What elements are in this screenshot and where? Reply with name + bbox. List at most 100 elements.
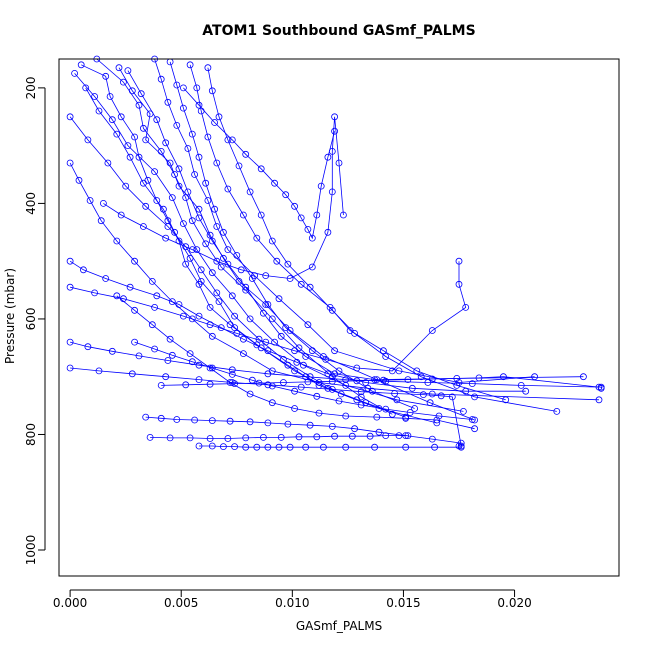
- data-point: [188, 315, 196, 323]
- data-point: [153, 292, 161, 300]
- data-point: [166, 434, 174, 442]
- data-point: [142, 413, 150, 421]
- profile-series: [157, 373, 603, 391]
- data-point: [364, 384, 372, 392]
- data-point: [224, 185, 232, 193]
- data-point: [357, 393, 365, 401]
- data-point: [139, 179, 147, 187]
- series-line: [103, 116, 344, 279]
- data-point: [331, 370, 339, 378]
- data-point: [168, 298, 176, 306]
- data-point: [291, 405, 299, 412]
- data-point: [417, 373, 425, 381]
- data-point: [328, 385, 336, 393]
- data-point: [197, 277, 205, 285]
- data-point: [291, 347, 299, 355]
- data-point: [313, 433, 321, 441]
- data-point: [202, 240, 210, 248]
- data-point: [419, 391, 427, 399]
- data-point: [351, 329, 359, 337]
- profile-series: [82, 84, 410, 421]
- data-point: [457, 443, 465, 451]
- x-tick-label: 0.005: [164, 596, 198, 610]
- data-point: [237, 266, 245, 274]
- data-point: [157, 381, 165, 389]
- data-point: [102, 72, 110, 80]
- series-line: [69, 341, 602, 389]
- data-point: [291, 367, 299, 375]
- data-point: [213, 159, 221, 167]
- data-point: [402, 443, 410, 451]
- data-point: [162, 139, 170, 147]
- data-point: [231, 324, 239, 332]
- y-tick-label: 200: [24, 76, 38, 99]
- data-point: [204, 197, 212, 204]
- data-point: [248, 275, 256, 282]
- data-point: [277, 433, 285, 441]
- data-point: [286, 275, 294, 282]
- data-point: [264, 419, 272, 427]
- x-tick-label: 0.010: [275, 596, 309, 610]
- data-point: [195, 442, 203, 450]
- data-point: [437, 392, 445, 400]
- data-point: [204, 64, 212, 72]
- data-layer: [66, 55, 605, 451]
- data-point: [268, 399, 276, 407]
- series-line: [69, 116, 437, 424]
- data-point: [335, 159, 343, 167]
- data-point: [151, 303, 159, 311]
- data-point: [595, 383, 603, 391]
- data-point: [135, 352, 143, 360]
- data-point: [91, 93, 98, 100]
- data-point: [404, 432, 412, 440]
- data-point: [291, 202, 299, 210]
- data-point: [168, 351, 176, 359]
- y-tick-label: 400: [24, 192, 38, 215]
- data-point: [335, 397, 343, 405]
- data-point: [317, 182, 325, 190]
- data-point: [179, 220, 187, 228]
- data-point: [257, 344, 265, 352]
- data-point: [246, 315, 254, 323]
- data-point: [195, 153, 203, 161]
- series-line: [199, 445, 462, 448]
- data-point: [517, 381, 525, 389]
- data-point: [179, 104, 187, 112]
- data-point: [339, 211, 347, 219]
- data-point: [228, 370, 236, 378]
- data-point: [175, 165, 183, 173]
- data-point: [308, 347, 316, 355]
- data-point: [373, 413, 381, 421]
- data-point: [188, 130, 196, 138]
- data-point: [253, 443, 261, 451]
- data-point: [66, 364, 74, 372]
- data-point: [239, 335, 247, 343]
- series-line: [189, 64, 506, 401]
- series-line: [69, 162, 600, 401]
- data-point: [157, 414, 165, 422]
- data-point: [206, 321, 214, 329]
- series-line: [74, 73, 464, 412]
- data-point: [195, 101, 203, 109]
- data-point: [142, 202, 150, 210]
- data-point: [248, 376, 256, 384]
- data-point: [148, 277, 156, 285]
- data-point: [428, 327, 436, 334]
- series-line: [127, 70, 584, 381]
- data-point: [104, 159, 112, 167]
- data-point: [108, 116, 116, 124]
- data-point: [462, 387, 470, 395]
- data-point: [264, 381, 272, 389]
- data-point: [455, 280, 463, 288]
- y-axis-label: Pressure (mbar): [3, 268, 17, 364]
- data-point: [193, 246, 201, 254]
- data-point: [324, 228, 332, 236]
- data-point: [428, 375, 436, 383]
- y-tick-label: 600: [24, 307, 38, 330]
- data-point: [137, 90, 145, 98]
- data-point: [75, 176, 83, 184]
- data-point: [139, 124, 147, 132]
- x-axis-label: GASmf_PALMS: [296, 619, 382, 633]
- data-point: [286, 443, 294, 451]
- data-point: [264, 301, 272, 308]
